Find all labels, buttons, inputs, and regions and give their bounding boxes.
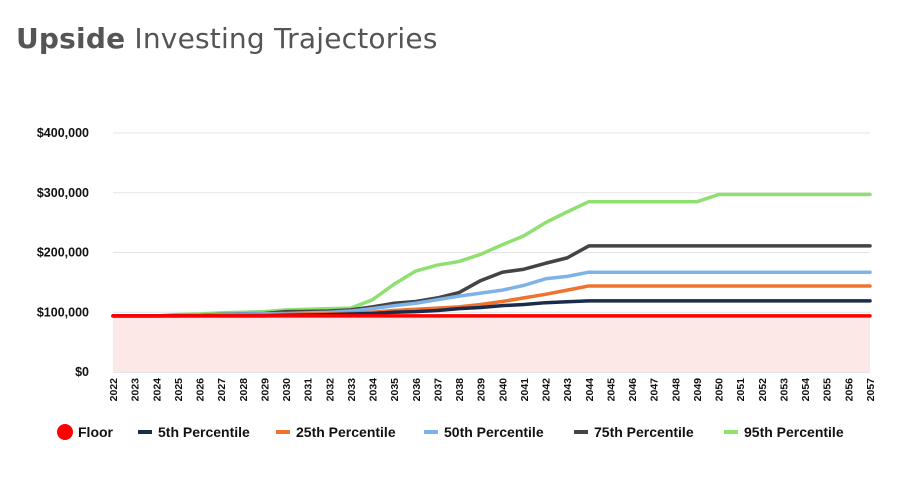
x-tick-label: 2029 bbox=[259, 378, 271, 402]
legend-marker bbox=[724, 430, 738, 434]
x-tick-label: 2023 bbox=[130, 378, 142, 402]
x-tick-label: 2051 bbox=[735, 378, 747, 402]
x-tick-label: 2054 bbox=[800, 378, 812, 402]
x-tick-label: 2034 bbox=[368, 378, 380, 402]
y-tick-label: $200,000 bbox=[37, 246, 89, 260]
legend-label: 5th Percentile bbox=[158, 424, 250, 440]
x-tick-label: 2033 bbox=[346, 378, 358, 402]
x-tick-label: 2053 bbox=[778, 378, 790, 402]
chart-title-rest: Investing Trajectories bbox=[134, 22, 438, 55]
x-tick-label: 2042 bbox=[541, 378, 553, 402]
y-tick-label: $100,000 bbox=[37, 305, 89, 319]
x-tick-label: 2049 bbox=[692, 378, 704, 402]
x-tick-label: 2025 bbox=[173, 378, 185, 402]
legend-marker bbox=[138, 430, 152, 434]
x-tick-label: 2030 bbox=[281, 378, 293, 402]
x-axis-ticks: 2022 2023 2024 2025 2026 2027 2028 2029 2030 2031… bbox=[108, 378, 877, 402]
x-tick-label: 2028 bbox=[238, 378, 250, 402]
x-tick-label: 2026 bbox=[195, 378, 207, 402]
legend-marker bbox=[424, 430, 438, 434]
x-tick-label: 2056 bbox=[843, 378, 855, 402]
legend-label: Floor bbox=[78, 424, 114, 440]
x-tick-label: 2022 bbox=[108, 378, 120, 402]
legend: Floor 5th Percentile 25th Percentile 50th P… bbox=[57, 424, 844, 440]
x-tick-label: 2050 bbox=[714, 378, 726, 402]
y-tick-label: $300,000 bbox=[37, 186, 89, 200]
y-tick-label: $0 bbox=[75, 365, 89, 379]
legend-marker bbox=[57, 424, 73, 440]
series-line-95th-percentile bbox=[111, 192, 872, 318]
floor-fill-area bbox=[113, 315, 870, 372]
series-lines bbox=[111, 192, 872, 318]
x-tick-label: 2052 bbox=[757, 378, 769, 402]
x-tick-label: 2041 bbox=[519, 378, 531, 402]
x-tick-label: 2047 bbox=[649, 378, 661, 402]
floor-area bbox=[113, 315, 870, 372]
x-tick-label: 2046 bbox=[627, 378, 639, 402]
x-tick-label: 2055 bbox=[822, 378, 834, 402]
legend-label: 25th Percentile bbox=[296, 424, 396, 440]
x-tick-label: 2035 bbox=[389, 378, 401, 402]
chart-title: Upside Investing Trajectories bbox=[16, 22, 438, 55]
series-line-50th-percentile bbox=[111, 270, 872, 318]
x-tick-label: 2048 bbox=[670, 378, 682, 402]
x-tick-label: 2024 bbox=[151, 378, 163, 402]
x-tick-label: 2031 bbox=[303, 378, 315, 402]
x-tick-label: 2037 bbox=[432, 378, 444, 402]
x-tick-label: 2043 bbox=[562, 378, 574, 402]
x-tick-label: 2040 bbox=[497, 378, 509, 402]
x-tick-label: 2039 bbox=[476, 378, 488, 402]
x-tick-label: 2032 bbox=[324, 378, 336, 402]
x-tick-label: 2038 bbox=[454, 378, 466, 402]
x-tick-label: 2027 bbox=[216, 378, 228, 402]
y-axis-ticks: $0 $100,000 $200,000 $300,000 $400,000 bbox=[37, 126, 89, 379]
x-tick-label: 2057 bbox=[865, 378, 877, 402]
legend-marker bbox=[276, 430, 290, 434]
legend-marker bbox=[574, 430, 588, 434]
x-tick-label: 2044 bbox=[584, 378, 596, 402]
x-tick-label: 2045 bbox=[605, 378, 617, 402]
chart-title-bold: Upside bbox=[16, 22, 126, 55]
y-tick-label: $400,000 bbox=[37, 126, 89, 140]
legend-label: 75th Percentile bbox=[594, 424, 694, 440]
x-tick-label: 2036 bbox=[411, 378, 423, 402]
legend-label: 95th Percentile bbox=[744, 424, 844, 440]
legend-label: 50th Percentile bbox=[444, 424, 544, 440]
